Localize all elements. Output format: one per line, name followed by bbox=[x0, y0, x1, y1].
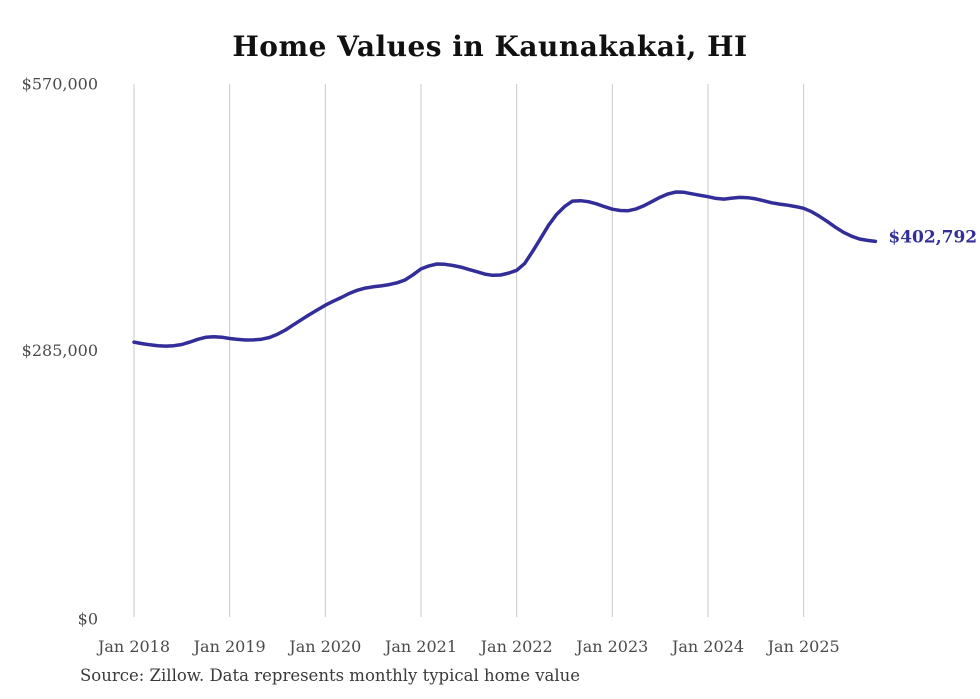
x-tick-label: Jan 2025 bbox=[766, 637, 840, 656]
chart-title: Home Values in Kaunakakai, HI bbox=[232, 30, 748, 63]
source-note: Source: Zillow. Data represents monthly … bbox=[80, 666, 581, 685]
y-tick-label: $0 bbox=[78, 610, 98, 629]
x-tick-label: Jan 2022 bbox=[479, 637, 553, 656]
current-value-label: $402,792 bbox=[888, 227, 977, 247]
x-tick-label: Jan 2024 bbox=[670, 637, 744, 656]
x-tick-label: Jan 2023 bbox=[574, 637, 648, 656]
x-tick-label: Jan 2020 bbox=[287, 637, 361, 656]
x-tick-label: Jan 2018 bbox=[96, 637, 170, 656]
x-tick-label: Jan 2019 bbox=[192, 637, 266, 656]
y-tick-label: $570,000 bbox=[22, 75, 98, 94]
home-value-line bbox=[132, 190, 878, 348]
y-tick-label: $285,000 bbox=[22, 341, 98, 360]
y-axis-labels: $0 $285,000 $570,000 bbox=[22, 75, 98, 629]
x-axis-labels: Jan 2018 Jan 2019 Jan 2020 Jan 2021 Jan 2022… bbox=[96, 637, 840, 656]
x-tick-label: Jan 2021 bbox=[383, 637, 457, 656]
gridlines bbox=[133, 84, 805, 617]
